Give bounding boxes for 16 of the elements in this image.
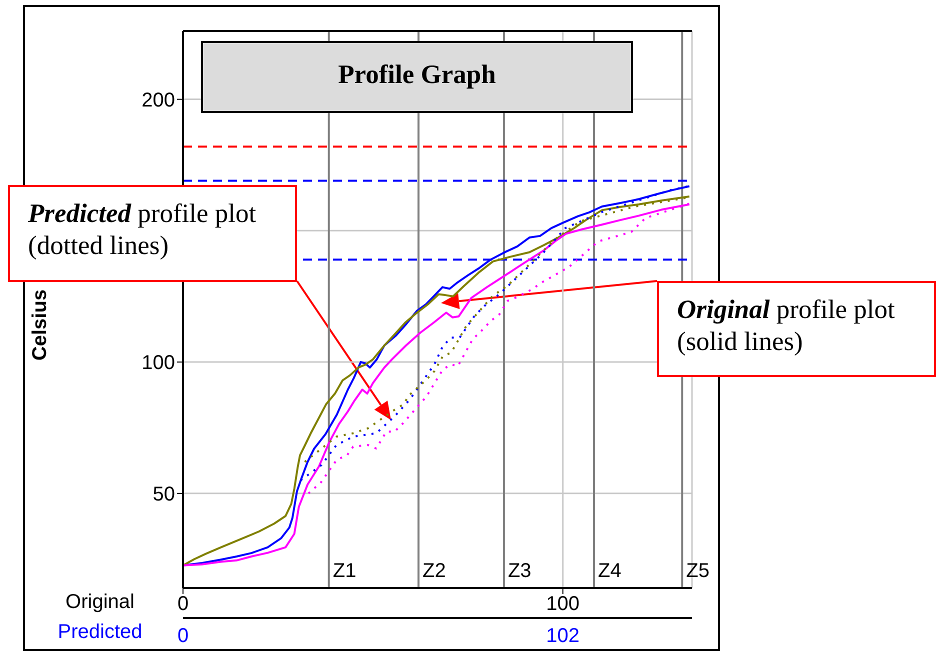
ref-line-label: Z5 — [686, 560, 710, 582]
y-axis-title: Celsius — [29, 289, 51, 361]
y-tick-label: 50 — [152, 484, 175, 506]
x2-axis-title: Predicted — [58, 621, 142, 643]
y-tick-label: 100 — [142, 352, 175, 374]
annotation: Original profile plot (solid lines) — [677, 294, 895, 356]
ref-line-label: Z1 — [332, 560, 356, 582]
x-axis-title: Original — [66, 591, 134, 613]
ref-line-label: Z2 — [422, 560, 446, 582]
x2-tick-label: 0 — [177, 625, 189, 648]
y-tick-label: 200 — [142, 89, 175, 112]
ref-line-label: Z4 — [598, 560, 622, 582]
x2-tick-label: 102 — [546, 625, 580, 648]
ref-line-label: Z3 — [508, 560, 532, 582]
text: Profile Graph — [338, 59, 496, 89]
annotation: Predicted profile plot (dotted lines) — [28, 198, 256, 260]
